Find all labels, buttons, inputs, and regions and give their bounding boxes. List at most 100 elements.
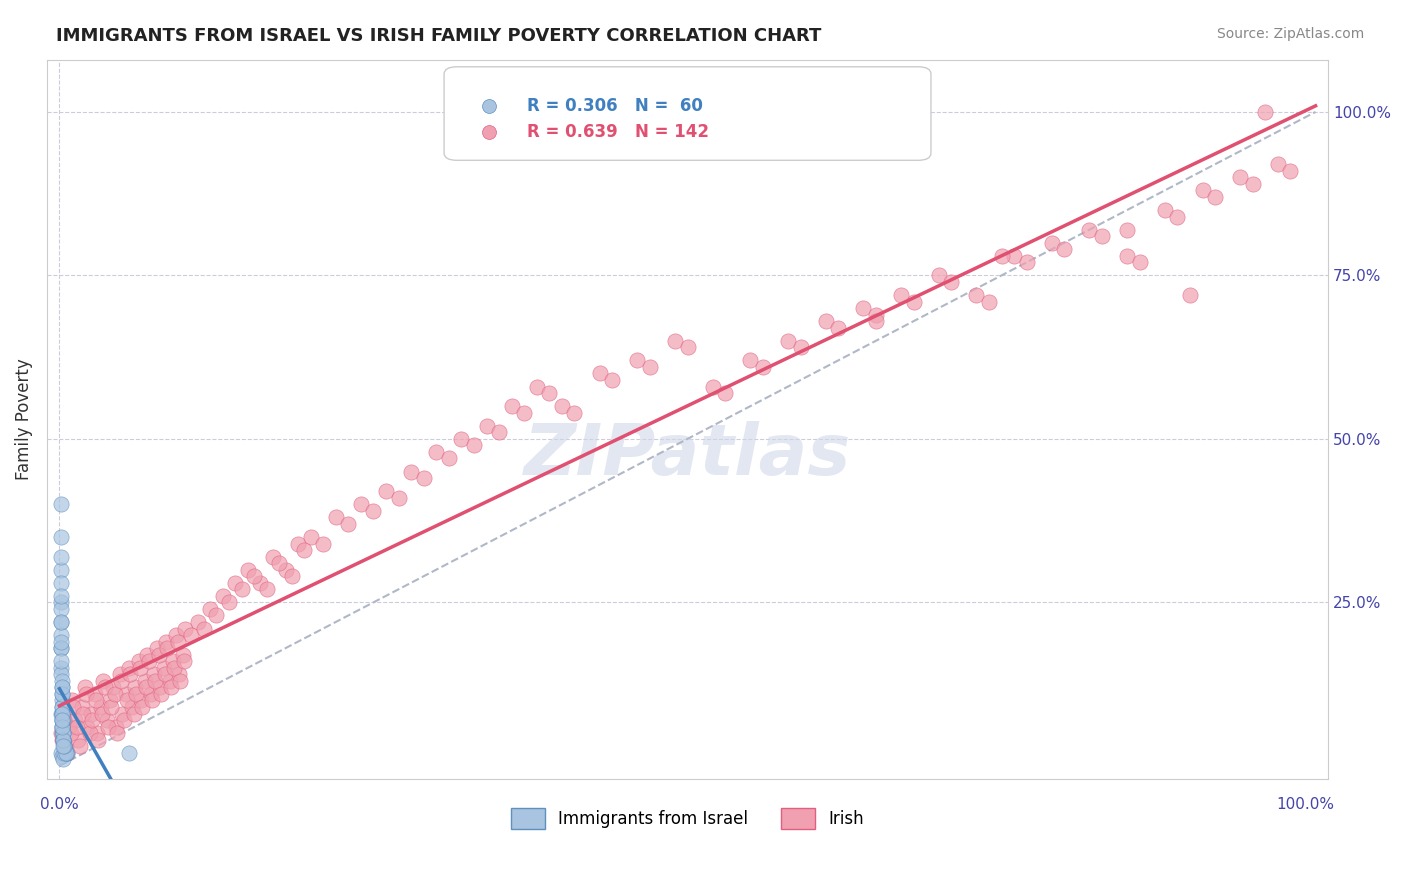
Text: R = 0.639   N = 142: R = 0.639 N = 142 <box>527 122 710 141</box>
Point <box>49 615 72 629</box>
Point <box>399 465 422 479</box>
Point <box>49 602 72 616</box>
Point <box>52 732 75 747</box>
Text: IMMIGRANTS FROM ISRAEL VS IRISH FAMILY POVERTY CORRELATION CHART: IMMIGRANTS FROM ISRAEL VS IRISH FAMILY P… <box>56 27 821 45</box>
Point <box>49 654 72 668</box>
Point <box>162 654 184 668</box>
Point <box>163 661 186 675</box>
Point <box>49 726 72 740</box>
Point <box>76 720 98 734</box>
Point <box>86 726 108 740</box>
Point <box>1053 242 1076 256</box>
Point <box>463 438 485 452</box>
Point <box>104 687 127 701</box>
Point <box>49 615 72 629</box>
Point <box>69 739 91 754</box>
Point <box>97 720 120 734</box>
Point <box>702 379 724 393</box>
Point <box>482 170 505 185</box>
Point <box>49 661 72 675</box>
Point <box>100 700 122 714</box>
Point <box>977 294 1000 309</box>
Point <box>52 732 75 747</box>
Point <box>136 648 159 662</box>
Point <box>1267 157 1289 171</box>
Point <box>776 334 799 348</box>
Point <box>155 634 177 648</box>
Point <box>488 425 510 440</box>
Point <box>363 504 385 518</box>
Point <box>1078 222 1101 236</box>
Text: Source: ZipAtlas.com: Source: ZipAtlas.com <box>1216 27 1364 41</box>
Point <box>638 359 661 374</box>
Point <box>173 654 195 668</box>
Point <box>236 563 259 577</box>
Point <box>129 693 152 707</box>
Point <box>249 575 271 590</box>
Point <box>90 700 112 714</box>
Point <box>180 628 202 642</box>
Text: ZIPatlas: ZIPatlas <box>524 421 851 490</box>
Point <box>243 569 266 583</box>
Point <box>52 726 75 740</box>
Point <box>80 706 103 721</box>
Point <box>49 589 72 603</box>
Point <box>67 732 90 747</box>
Point <box>51 749 73 764</box>
Point <box>122 706 145 721</box>
Point <box>53 739 76 754</box>
Point <box>51 693 73 707</box>
Point <box>51 706 73 721</box>
Point <box>52 726 75 740</box>
Point <box>152 661 174 675</box>
Point <box>160 681 183 695</box>
Point <box>205 608 228 623</box>
Point <box>903 294 925 309</box>
Point <box>53 739 76 754</box>
Point <box>1241 177 1264 191</box>
Point <box>53 739 76 754</box>
Point <box>990 249 1012 263</box>
Point <box>55 746 77 760</box>
Point <box>564 406 586 420</box>
Point <box>256 582 278 597</box>
Point <box>110 673 132 688</box>
Point <box>84 693 107 707</box>
Point <box>52 732 75 747</box>
Point <box>49 497 72 511</box>
Point <box>115 687 138 701</box>
Point <box>52 752 75 766</box>
Point <box>865 308 887 322</box>
Point <box>103 681 125 695</box>
Point <box>141 687 163 701</box>
Point <box>60 693 83 707</box>
Point <box>56 746 79 760</box>
Point <box>150 687 173 701</box>
Point <box>538 386 561 401</box>
Point <box>852 301 875 315</box>
Point <box>141 693 163 707</box>
Point <box>299 530 322 544</box>
Point <box>73 681 96 695</box>
Point <box>58 720 80 734</box>
Point <box>51 720 73 734</box>
Point <box>1204 190 1226 204</box>
Text: 100.0%: 100.0% <box>1277 797 1334 812</box>
Point <box>325 510 347 524</box>
Point <box>112 713 135 727</box>
Point <box>1116 222 1139 236</box>
Point <box>1116 249 1139 263</box>
Point <box>501 399 523 413</box>
Point <box>375 484 398 499</box>
Point <box>51 732 73 747</box>
Point <box>425 445 447 459</box>
Point <box>740 353 762 368</box>
Point <box>526 379 548 393</box>
Point <box>51 720 73 734</box>
Point <box>128 654 150 668</box>
Point <box>231 582 253 597</box>
Point <box>198 602 221 616</box>
Point <box>211 589 233 603</box>
Point <box>143 673 166 688</box>
Point <box>51 681 73 695</box>
